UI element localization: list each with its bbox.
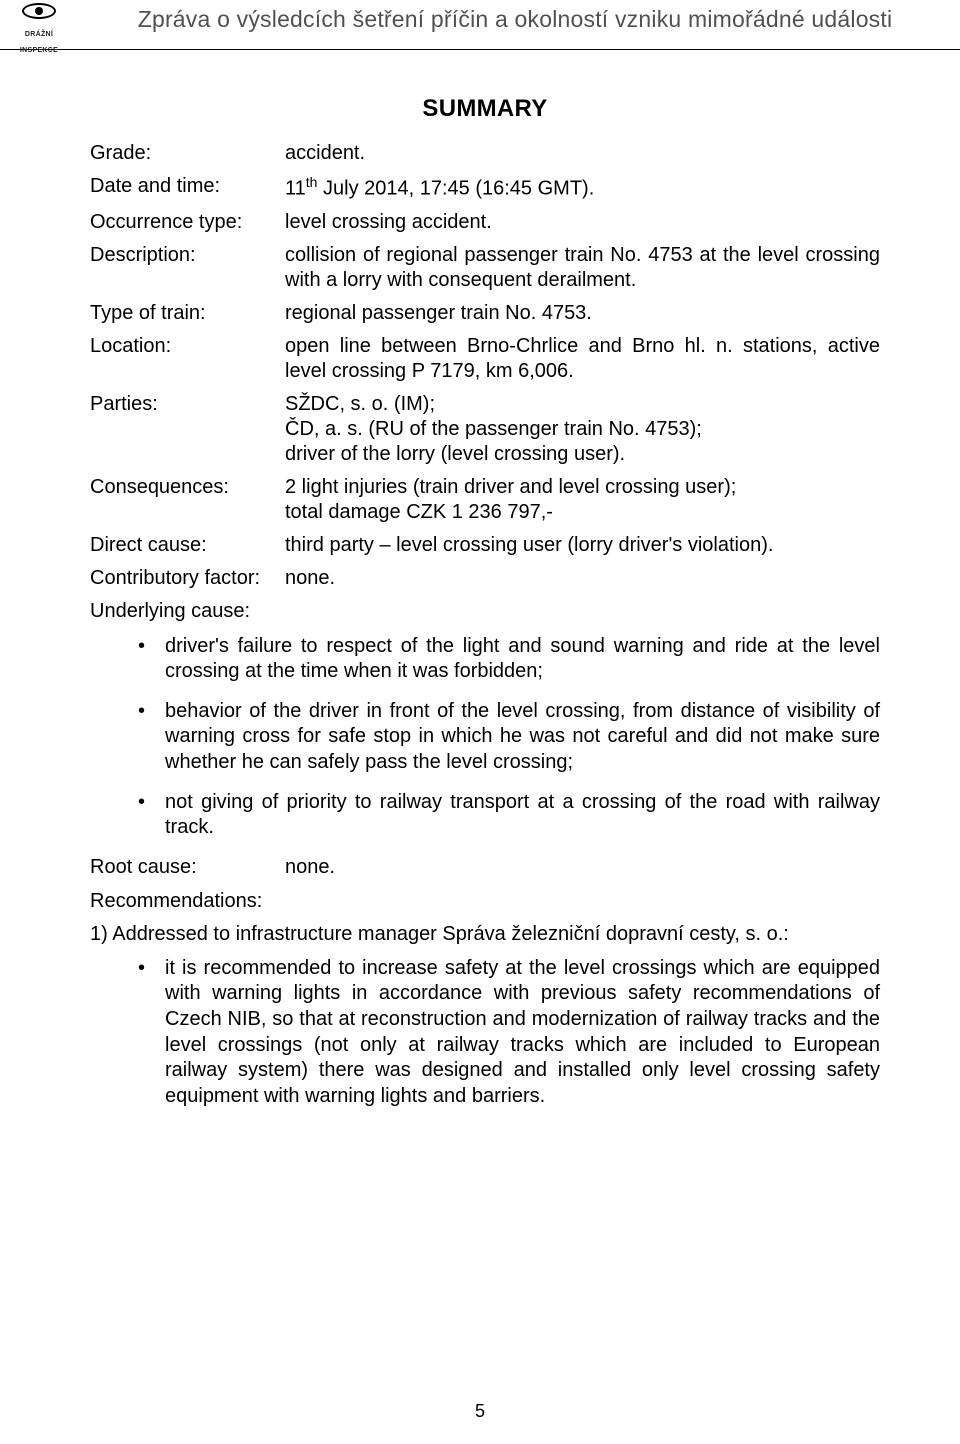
row-consequences: Consequences: 2 light injuries (train dr… [90,475,880,525]
logo-eye-icon [22,3,56,19]
value-description: collision of regional passenger train No… [285,243,880,293]
value-parties: SŽDC, s. o. (IM); ČD, a. s. (RU of the p… [285,392,880,467]
value-grade: accident. [285,141,880,166]
label-direct-cause: Direct cause: [90,533,285,558]
value-type-of-train: regional passenger train No. 4753. [285,301,880,326]
dt-prefix: 11 [285,178,306,200]
underlying-bullet: driver's failure to respect of the light… [90,634,880,685]
underlying-bullet: behavior of the driver in front of the l… [90,699,880,776]
underlying-bullet: not giving of priority to railway transp… [90,790,880,841]
dt-suffix: July 2014, 17:45 (16:45 GMT). [317,178,594,200]
logo-text-1: DRÁŽNÍ [25,31,53,38]
recommendation-bullets: it is recommended to increase safety at … [90,956,880,1110]
underlying-bullets: driver's failure to respect of the light… [90,634,880,841]
label-occurrence-type: Occurrence type: [90,210,285,235]
label-location: Location: [90,334,285,359]
underlying-cause-block: Underlying cause: driver's failure to re… [90,599,880,841]
label-recommendations: Recommendations: [90,890,880,913]
label-underlying-cause: Underlying cause: [90,599,880,624]
label-parties: Parties: [90,392,285,417]
label-date-time: Date and time: [90,174,285,199]
dt-th: th [306,174,318,190]
document-body: SUMMARY Grade: accident. Date and time: … [0,50,960,1109]
value-consequences: 2 light injuries (train driver and level… [285,475,880,525]
value-occurrence-type: level crossing accident. [285,210,880,235]
row-contributory: Contributory factor: none. [90,566,880,591]
row-root-cause: Root cause: none. [90,855,880,880]
parties-line-1: SŽDC, s. o. (IM); [285,392,880,417]
logo-text-2: INSPEKCE [20,47,58,54]
row-parties: Parties: SŽDC, s. o. (IM); ČD, a. s. (RU… [90,392,880,467]
parties-line-3: driver of the lorry (level crossing user… [285,442,880,467]
label-type-of-train: Type of train: [90,301,285,326]
label-grade: Grade: [90,141,285,166]
row-location: Location: open line between Brno-Chrlice… [90,334,880,384]
label-root-cause: Root cause: [90,855,285,880]
row-description: Description: collision of regional passe… [90,243,880,293]
label-description: Description: [90,243,285,268]
page-number: 5 [0,1401,960,1422]
consequences-line-2: total damage CZK 1 236 797,- [285,500,880,525]
recommendation-bullet: it is recommended to increase safety at … [90,956,880,1110]
row-type-of-train: Type of train: regional passenger train … [90,301,880,326]
value-location: open line between Brno-Chrlice and Brno … [285,334,880,384]
label-contributory: Contributory factor: [90,566,285,591]
label-consequences: Consequences: [90,475,285,500]
row-date-time: Date and time: 11th July 2014, 17:45 (16… [90,174,880,202]
value-contributory: none. [285,566,880,591]
row-occurrence-type: Occurrence type: level crossing accident… [90,210,880,235]
recommendation-addressed: 1) Addressed to infrastructure manager S… [90,923,880,946]
consequences-line-1: 2 light injuries (train driver and level… [285,475,880,500]
value-direct-cause: third party – level crossing user (lorry… [285,533,880,558]
parties-line-2: ČD, a. s. (RU of the passenger train No.… [285,417,880,442]
summary-heading: SUMMARY [90,95,880,123]
value-date-time: 11th July 2014, 17:45 (16:45 GMT). [285,174,880,202]
row-grade: Grade: accident. [90,141,880,166]
header-title: Zpráva o výsledcích šetření příčin a oko… [70,0,960,33]
row-direct-cause: Direct cause: third party – level crossi… [90,533,880,558]
logo: DRÁŽNÍ INSPEKCE [0,0,70,56]
value-root-cause: none. [285,855,335,880]
page-header: DRÁŽNÍ INSPEKCE Zpráva o výsledcích šetř… [0,0,960,50]
